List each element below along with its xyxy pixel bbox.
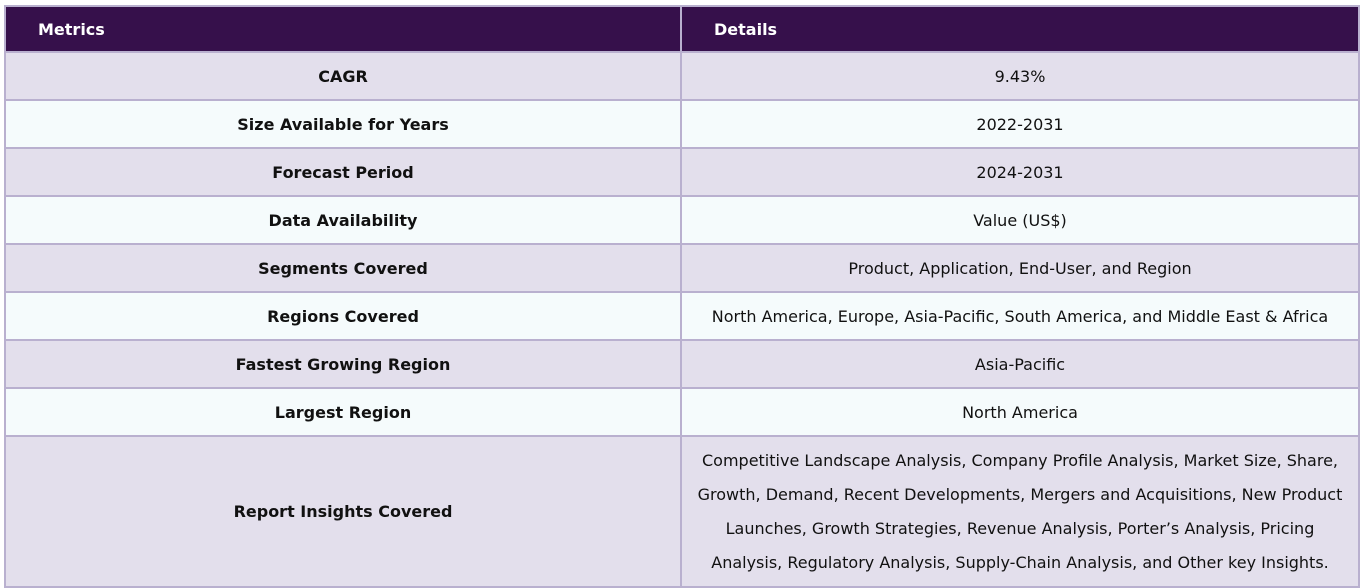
detail-cell: 9.43%	[680, 51, 1360, 101]
detail-cell: 2022-2031	[680, 99, 1360, 149]
table-header-row: Metrics Details	[4, 5, 1360, 53]
detail-cell: Value (US$)	[680, 195, 1360, 245]
metric-cell: Report Insights Covered	[4, 435, 682, 588]
metric-cell: Largest Region	[4, 387, 682, 437]
detail-cell: North America, Europe, Asia-Pacific, Sou…	[680, 291, 1360, 341]
table-row: Regions Covered North America, Europe, A…	[4, 291, 1360, 341]
metric-cell: Regions Covered	[4, 291, 682, 341]
table-row: Data Availability Value (US$)	[4, 195, 1360, 245]
detail-cell: Product, Application, End-User, and Regi…	[680, 243, 1360, 293]
metric-cell: Segments Covered	[4, 243, 682, 293]
table-row: CAGR 9.43%	[4, 51, 1360, 101]
detail-cell: Asia-Pacific	[680, 339, 1360, 389]
metric-cell: Fastest Growing Region	[4, 339, 682, 389]
table-row: Fastest Growing Region Asia-Pacific	[4, 339, 1360, 389]
header-metrics: Metrics	[4, 5, 682, 53]
detail-cell: 2024-2031	[680, 147, 1360, 197]
detail-cell: Competitive Landscape Analysis, Company …	[680, 435, 1360, 588]
table-row: Segments Covered Product, Application, E…	[4, 243, 1360, 293]
metric-cell: Data Availability	[4, 195, 682, 245]
metrics-table-container: Metrics Details CAGR 9.43% Size Availabl…	[4, 5, 1360, 588]
detail-cell: North America	[680, 387, 1360, 437]
header-details: Details	[680, 5, 1360, 53]
table-row: Report Insights Covered Competitive Land…	[4, 435, 1360, 588]
table-row: Forecast Period 2024-2031	[4, 147, 1360, 197]
metrics-table: Metrics Details CAGR 9.43% Size Availabl…	[4, 5, 1360, 588]
table-row: Size Available for Years 2022-2031	[4, 99, 1360, 149]
table-row: Largest Region North America	[4, 387, 1360, 437]
metric-cell: CAGR	[4, 51, 682, 101]
metric-cell: Size Available for Years	[4, 99, 682, 149]
metric-cell: Forecast Period	[4, 147, 682, 197]
